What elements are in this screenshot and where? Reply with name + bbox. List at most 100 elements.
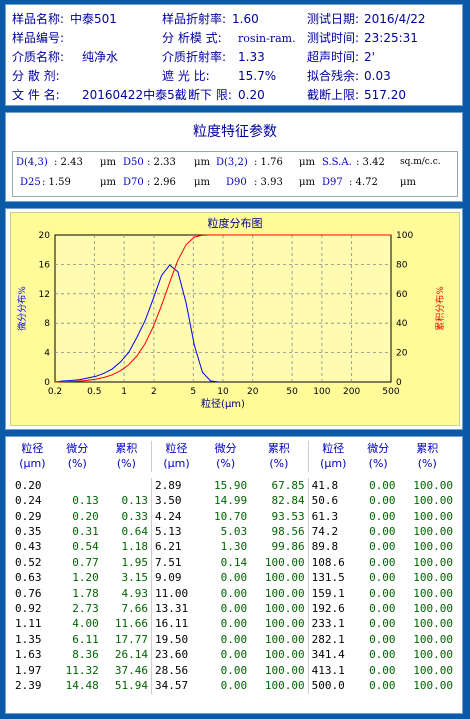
size-cell: 1.11	[15, 617, 42, 631]
differential-cell: 1.20	[72, 571, 99, 585]
column-header: 微分	[367, 442, 390, 455]
x-tick-label: 50	[286, 387, 298, 397]
x-tick-label: 0.2	[48, 387, 62, 397]
differential-cell: 0.13	[72, 494, 99, 508]
y-right-tick-label: 0	[396, 378, 402, 388]
column-header-unit: (μm)	[163, 457, 190, 471]
size-cell: 131.5	[311, 571, 345, 585]
size-cell: 500.0	[311, 679, 345, 693]
param-d97-value: : 4.72	[349, 177, 378, 188]
cumulative-cell: 0.64	[101, 524, 152, 540]
cumulative-cell: 11.66	[101, 616, 152, 632]
differential-cell: 0.00	[220, 602, 248, 616]
obscuration-label: 遮 光 比:	[162, 69, 210, 83]
column-header: 粒径	[165, 442, 188, 455]
size-cell: 2.39	[15, 679, 42, 693]
cumulative-cell: 26.14	[101, 647, 152, 663]
differential-cell: 5.03	[220, 525, 248, 539]
y-left-tick-label: 4	[44, 349, 50, 359]
size-cell: 108.6	[311, 555, 345, 569]
test-time-label: 测试时间:	[307, 31, 360, 45]
param-d97-unit: μm	[400, 177, 416, 188]
x-tick-label: 2	[151, 387, 157, 397]
size-cell: 233.1	[311, 617, 345, 631]
cumulative-cell: 100.00	[413, 648, 453, 662]
differential-cell: 8.36	[72, 648, 99, 662]
cumulative-cell: 1.18	[101, 539, 152, 555]
size-cell: 61.3	[311, 509, 339, 523]
tick-labels: 0.2 0.5 1 2 5 10 20 50 100 200 5000481216200204060…	[39, 231, 414, 397]
cumulative-cell: 100.00	[250, 570, 309, 586]
dispersant-label: 分 散 剂:	[12, 69, 60, 83]
table-row: 1.63 8.36 26.14 23.60 0.00 100.00 341.4 0.00 100…	[12, 647, 456, 663]
differential-cell: 0.00	[220, 571, 248, 585]
size-cell: 9.09	[154, 571, 182, 585]
cumulative-cell: 0.13	[101, 493, 152, 509]
cumulative-cell: 100.00	[413, 617, 453, 631]
differential-cell: 0.00	[369, 602, 396, 616]
cumulative-cell: 51.94	[101, 678, 152, 694]
sample-info-panel: 样品名称: 中泰501 样品折射率: 1.60 测试日期: 2016/4/22 …	[5, 4, 463, 106]
differential-cell: 0.20	[72, 509, 99, 523]
param-d97-label: D97	[322, 177, 343, 188]
param-d50-unit: μm	[194, 157, 210, 168]
column-header: 累积	[416, 442, 439, 455]
cumulative-cell: 100.00	[413, 586, 453, 600]
differential-cell: 0.00	[369, 525, 396, 539]
table-row: 0.52 0.77 1.95 7.51 0.14 100.00 108.6 0.00 100.0…	[12, 554, 456, 571]
param-d90-value: : 3.93	[254, 177, 283, 188]
x-axis-label: 粒径(μm)	[201, 397, 245, 410]
size-cell: 0.29	[15, 509, 42, 523]
x-tick-label: 20	[247, 387, 259, 397]
distribution-table: 粒径 微分 累积 粒径 微分 累积 粒径 微分 累积 (μm) (%) (%) (μm) (%) (%) (μ…	[12, 441, 456, 694]
cumulative-cell: 100.00	[250, 662, 309, 679]
size-cell: 6.21	[154, 540, 182, 554]
info-row: 文 件 名: 20160422中泰5截 断下 限: 0.20 截断上限: 517…	[12, 87, 462, 104]
ultrasound-time-label: 超声时间:	[307, 50, 360, 64]
size-cell: 0.52	[15, 555, 42, 569]
upper-cutoff-value: 517.20	[364, 88, 406, 102]
column-header: 累积	[101, 441, 152, 457]
size-cell: 23.60	[154, 648, 189, 662]
size-cell: 3.50	[154, 494, 182, 508]
cumulative-cell: 100.00	[250, 616, 309, 632]
differential-cell: 0.00	[369, 478, 396, 492]
cumulative-cell: 100.00	[413, 509, 453, 523]
param-d25-label: D25	[20, 177, 41, 188]
analysis-mode-label: 分 析模 式:	[162, 31, 222, 45]
param-d32-unit: μm	[299, 157, 315, 168]
y-right-tick-label: 40	[396, 319, 408, 329]
size-cell: 282.1	[311, 632, 345, 646]
table-row: 0.29 0.20 0.33 4.24 10.70 93.53 61.3 0.00 100.00	[12, 508, 456, 525]
test-time-value: 23:25:31	[364, 31, 418, 45]
differential-cell: 0.00	[369, 617, 396, 631]
differential-cell: 0.00	[369, 555, 396, 569]
cumulative-cell: 100.00	[413, 525, 453, 539]
differential-cell: 0.31	[72, 525, 99, 539]
differential-cell: 14.99	[214, 494, 248, 508]
cumulative-cell: 100.00	[250, 585, 309, 602]
y-right-tick-label: 80	[396, 260, 408, 270]
column-header-unit: (%)	[368, 457, 388, 471]
differential-cell: 4.00	[72, 617, 99, 631]
differential-cell: 0.00	[220, 632, 248, 646]
size-cell: 50.6	[311, 494, 339, 508]
cumulative-cell: 98.56	[250, 524, 309, 540]
cumulative-cell: 100.00	[413, 679, 453, 693]
param-d25-value: : 1.59	[42, 177, 71, 188]
size-cell: 159.1	[311, 586, 345, 600]
cumulative-cell: 100.00	[250, 554, 309, 571]
cumulative-cell: 3.15	[101, 570, 152, 586]
obscuration-value: 15.7%	[238, 69, 277, 83]
size-cell: 41.8	[311, 478, 339, 492]
distribution-chart-panel: 粒度分布图 0.2 0.5 1 2 5 10 20 50 100 200 500 0 4 8 12 16 20 0…	[5, 208, 463, 430]
differential-cell: 14.48	[65, 679, 99, 693]
differential-cell: 0.77	[72, 555, 99, 569]
analysis-mode-value: rosin-ram.	[238, 32, 296, 45]
cumulative-cell: 82.84	[250, 493, 309, 509]
table-row: 1.35 6.11 17.77 19.50 0.00 100.00 282.1 0.00 100…	[12, 631, 456, 648]
distribution-chart: 粒度分布图 0.2 0.5 1 2 5 10 20 50 100 200 5000481216200…	[16, 216, 446, 410]
param-d50-label: D50	[123, 157, 144, 168]
table-row: 2.39 14.48 51.94 34.57 0.00 100.00 500.0 0.00 10…	[12, 678, 456, 694]
y-axis-left-label: 微分分布%	[16, 286, 28, 331]
